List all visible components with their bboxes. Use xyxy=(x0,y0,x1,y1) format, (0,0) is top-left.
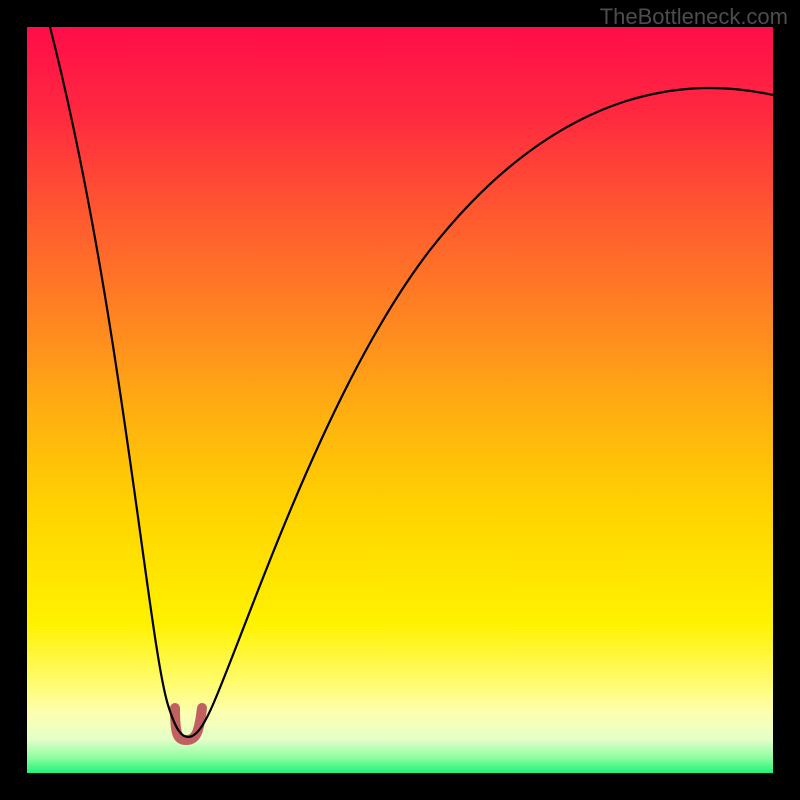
gradient-background xyxy=(27,27,773,773)
chart-container: TheBottleneck.com xyxy=(0,0,800,800)
bottleneck-chart xyxy=(0,0,800,800)
